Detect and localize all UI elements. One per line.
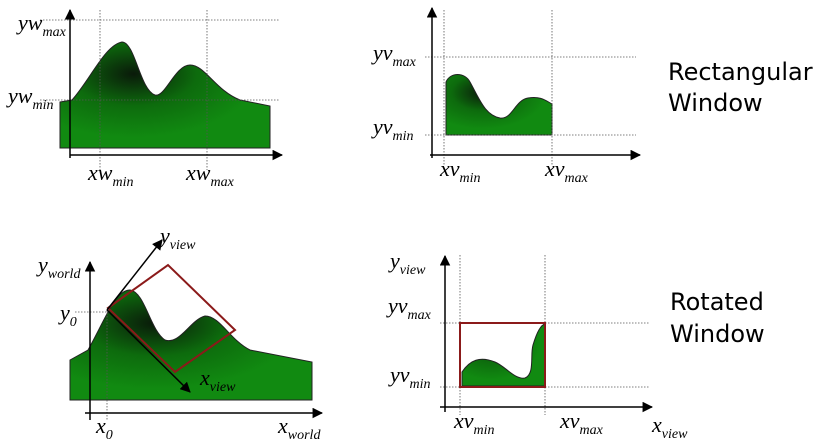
world-window-rotated: yworld yview y0 xview x0 xworld xyxy=(36,223,324,443)
caption: Window xyxy=(670,320,765,348)
clip-window xyxy=(106,263,237,374)
label: yvmax xyxy=(371,40,417,70)
viewport-rotated: yview yvmax yvmin xvmin xvmax xview Rota… xyxy=(386,248,765,442)
label: yworld xyxy=(36,252,81,282)
label: y0 xyxy=(58,300,77,330)
label: xvmax xyxy=(559,408,604,438)
label: yvmax xyxy=(386,293,432,323)
viewport-rect: yvmax yvmin xvmin xvmax Rectangular Wind… xyxy=(371,6,813,186)
world-window-rect: ywmax ywmin xwmin xwmax xyxy=(6,8,284,190)
label: ywmin xyxy=(6,83,53,113)
caption: Rotated xyxy=(670,288,764,316)
label: yview xyxy=(158,223,196,253)
label: yview xyxy=(388,248,426,278)
axis xyxy=(106,239,163,311)
caption: Rectangular xyxy=(668,58,813,86)
viewport-box xyxy=(459,322,546,388)
label: x0 xyxy=(95,413,113,443)
caption: Window xyxy=(668,89,763,117)
label: yvmin xyxy=(371,114,414,144)
label: yvmin xyxy=(388,362,431,392)
label: xvmin xyxy=(439,156,481,186)
terrain xyxy=(461,323,546,387)
terrain xyxy=(445,74,553,136)
label: xview xyxy=(199,365,236,395)
label: ywmax xyxy=(16,10,67,40)
label: xview xyxy=(651,412,688,442)
label: xvmin xyxy=(453,408,495,438)
terrain xyxy=(59,41,271,149)
label: xwmin xyxy=(87,160,133,190)
label: xworld xyxy=(277,413,321,443)
label: xwmax xyxy=(185,160,235,190)
terrain xyxy=(69,289,313,401)
label: xvmax xyxy=(544,156,589,186)
axis xyxy=(106,309,191,393)
